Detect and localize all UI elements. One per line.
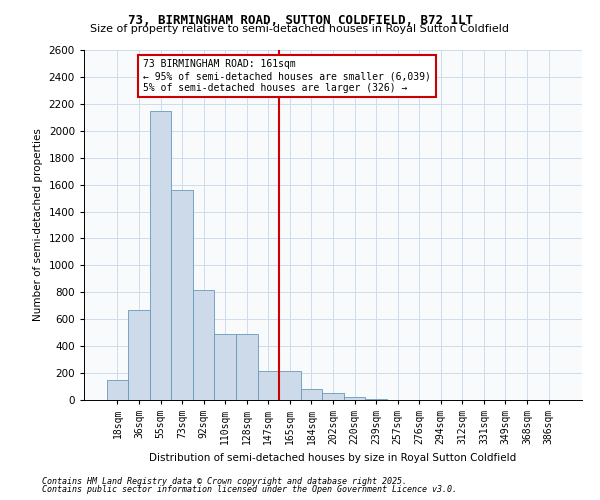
Text: 73, BIRMINGHAM ROAD, SUTTON COLDFIELD, B72 1LT: 73, BIRMINGHAM ROAD, SUTTON COLDFIELD, B… [128,14,473,27]
Bar [322,394,344,400]
Bar [257,371,279,400]
Bar [236,334,257,400]
Bar [344,398,365,400]
Bar [128,310,150,400]
Text: 73 BIRMINGHAM ROAD: 161sqm
← 95% of semi-detached houses are smaller (6,039)
5% : 73 BIRMINGHAM ROAD: 161sqm ← 95% of semi… [143,60,431,92]
Text: Contains public sector information licensed under the Open Government Licence v3: Contains public sector information licen… [42,484,457,494]
Bar [150,110,172,400]
Bar [279,371,301,400]
Bar [214,334,236,400]
Bar [193,290,214,400]
X-axis label: Distribution of semi-detached houses by size in Royal Sutton Coldfield: Distribution of semi-detached houses by … [149,452,517,462]
Bar [301,388,322,400]
Text: Size of property relative to semi-detached houses in Royal Sutton Coldfield: Size of property relative to semi-detach… [91,24,509,34]
Text: Contains HM Land Registry data © Crown copyright and database right 2025.: Contains HM Land Registry data © Crown c… [42,477,407,486]
Y-axis label: Number of semi-detached properties: Number of semi-detached properties [33,128,43,322]
Bar [172,190,193,400]
Bar [107,380,128,400]
